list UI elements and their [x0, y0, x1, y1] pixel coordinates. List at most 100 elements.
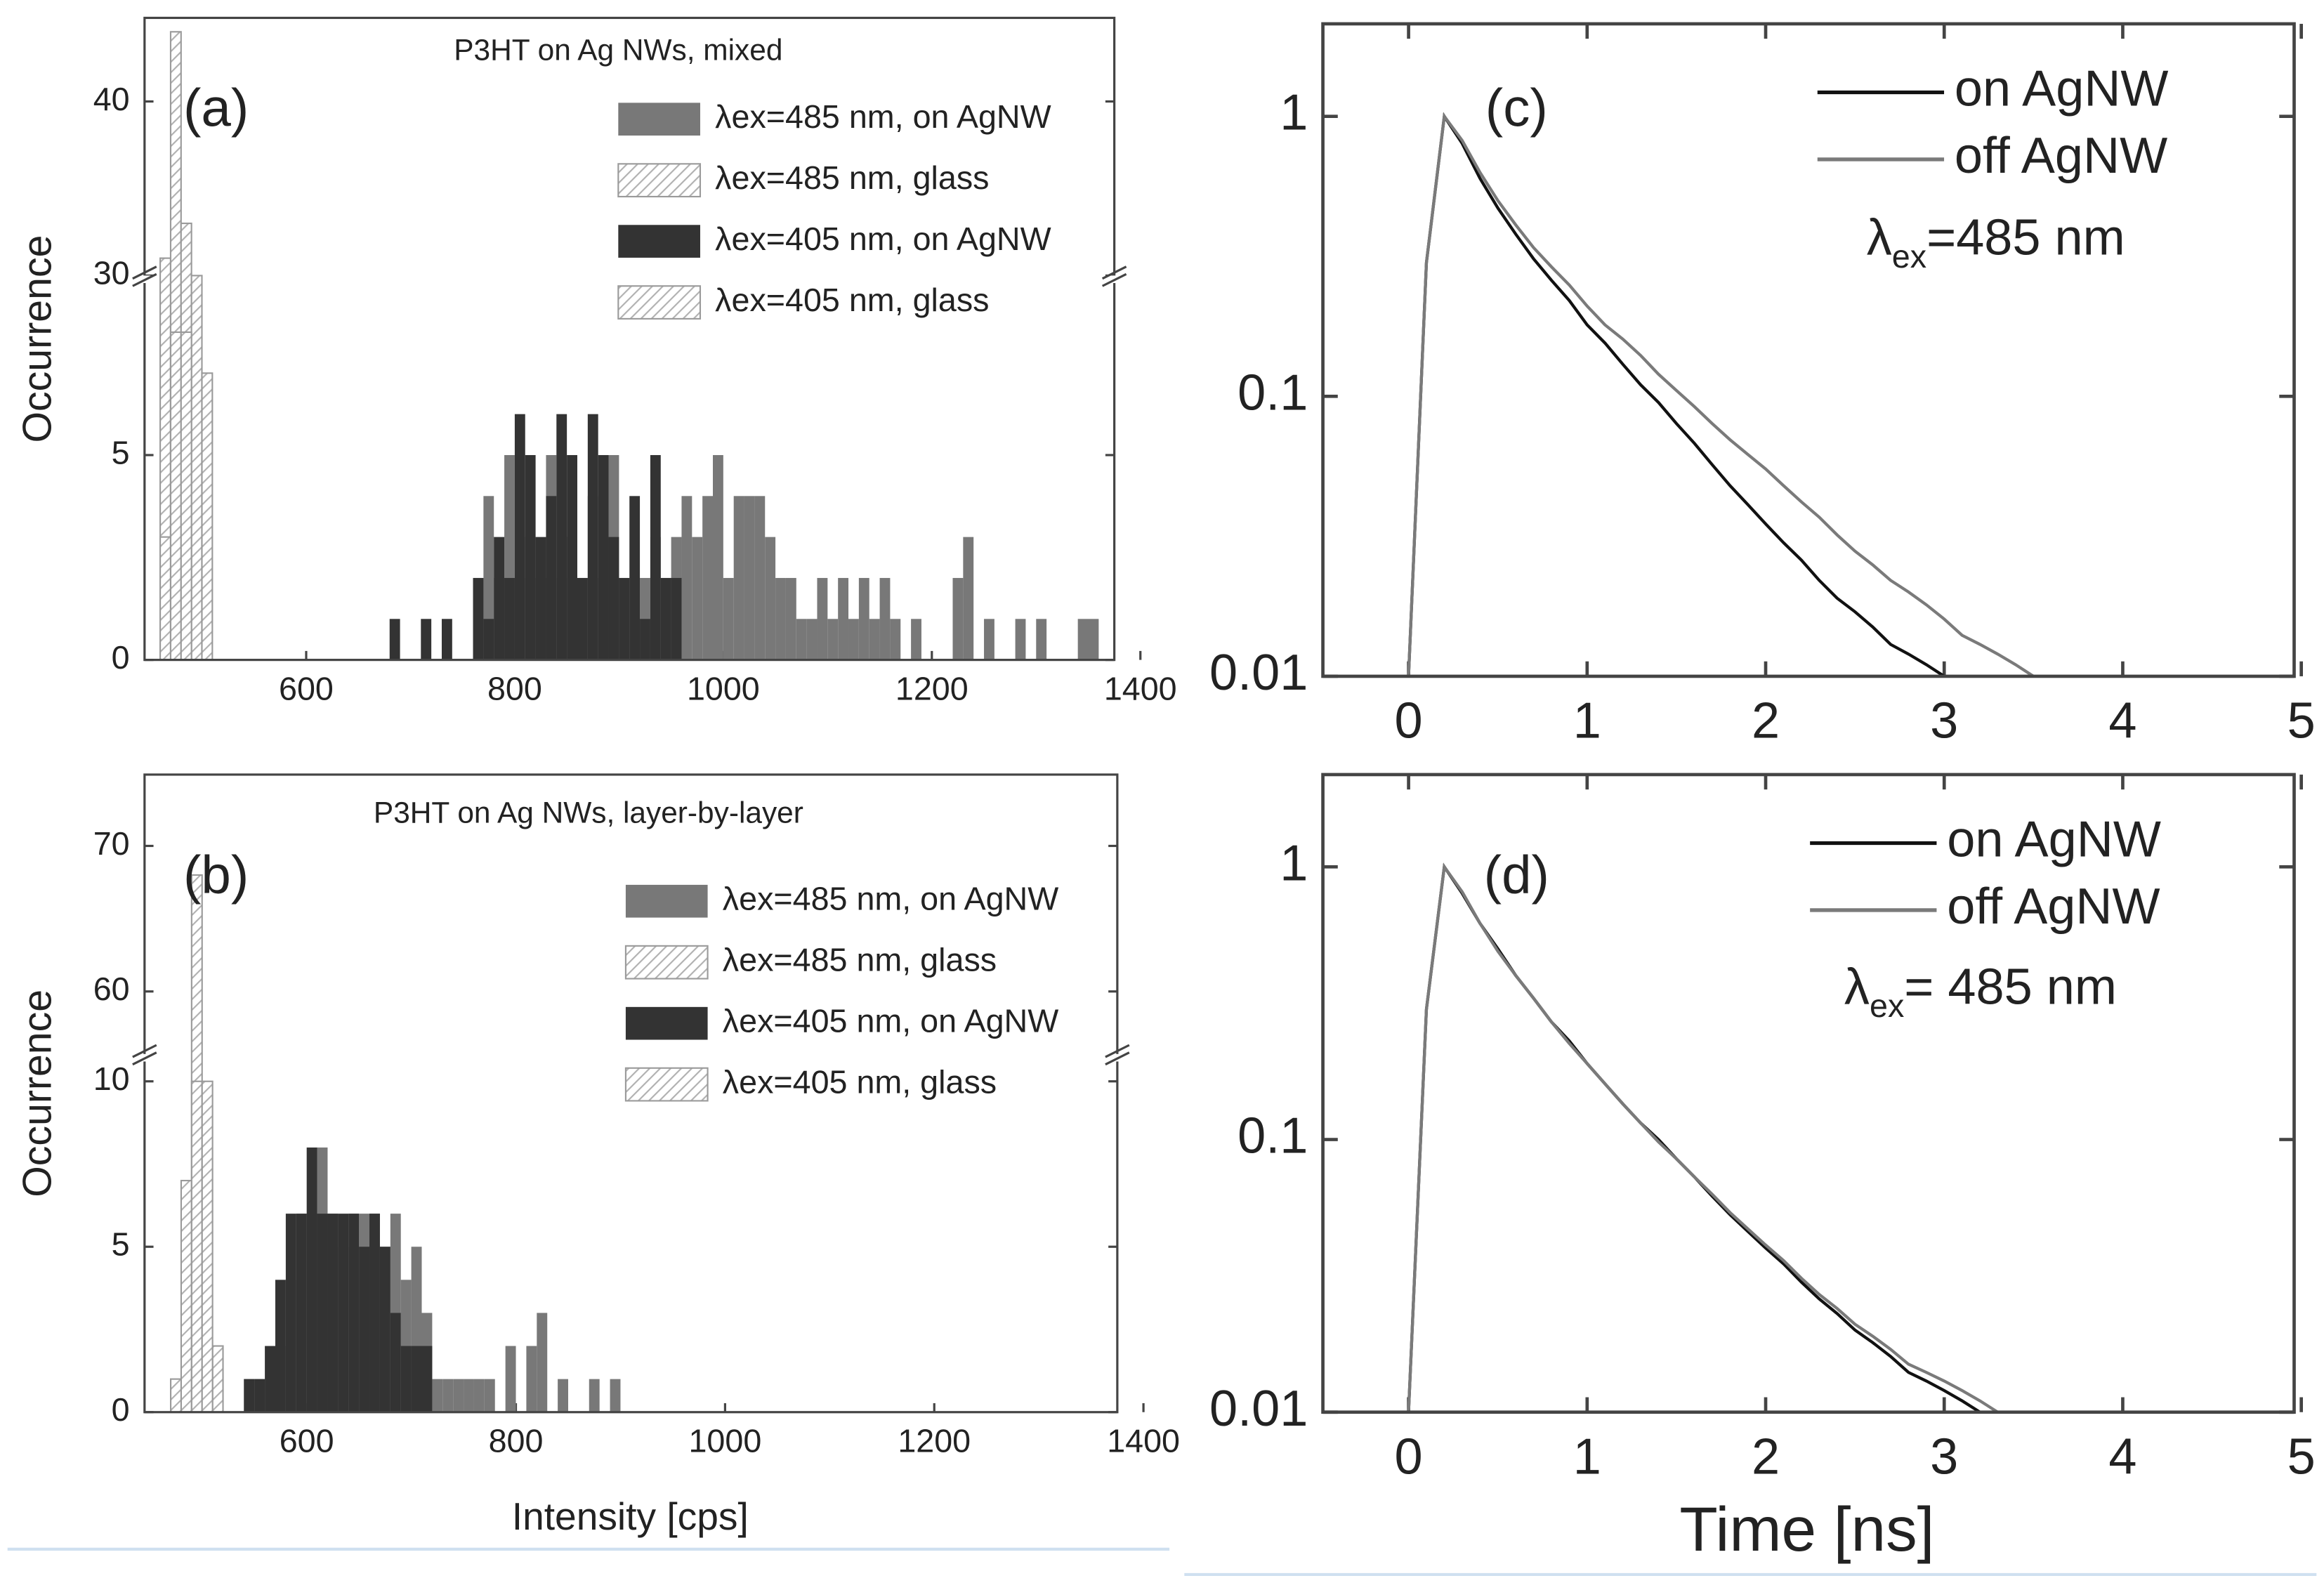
- x-tick-label: 2: [1752, 693, 1780, 749]
- axis-break: [132, 272, 157, 287]
- bar: [201, 1080, 214, 1413]
- decay-curve: [1407, 862, 1999, 1414]
- y-tick-label: 5: [112, 1226, 130, 1263]
- bar: [848, 619, 859, 660]
- bar: [558, 1379, 568, 1412]
- y-axis-label: Occurrence: [15, 235, 60, 443]
- bar: [796, 619, 807, 660]
- bar: [504, 577, 515, 660]
- bar: [296, 1214, 307, 1412]
- bar: [400, 1346, 412, 1412]
- x-axis-label: Intensity [cps]: [512, 1494, 749, 1538]
- legend-label: λex=485 nm, on AgNW: [723, 881, 1058, 917]
- y-tick-label: 0.01: [1209, 1381, 1308, 1437]
- x-tick-label: 600: [280, 1422, 334, 1459]
- legend-swatch: [625, 884, 708, 918]
- bar: [556, 414, 567, 660]
- panel-label: (c): [1485, 78, 1548, 138]
- legend-label: λex=485 nm, glass: [723, 942, 997, 978]
- bar: [535, 537, 546, 660]
- axis-break: [132, 265, 157, 280]
- bar: [537, 1313, 548, 1412]
- legend-label: on AgNW: [1947, 812, 2161, 868]
- legend-swatch: [624, 1067, 709, 1102]
- axis-break: [1105, 1044, 1130, 1058]
- bar: [869, 619, 880, 660]
- annotation: λex=485 nm: [1867, 210, 2125, 275]
- bar: [484, 1379, 495, 1412]
- bar: [744, 496, 755, 660]
- bar: [441, 619, 452, 660]
- bar: [306, 1147, 317, 1412]
- x-tick-label: 1000: [688, 1422, 761, 1459]
- bar: [159, 536, 172, 661]
- x-tick-label: 5: [2287, 1428, 2316, 1485]
- x-tick-label: 5: [2287, 693, 2316, 749]
- bar: [432, 1379, 443, 1412]
- bar: [317, 1214, 328, 1412]
- bar: [733, 496, 744, 660]
- plot-frame: [1321, 22, 2296, 678]
- bar: [1036, 619, 1047, 660]
- legend-label: λex=405 nm, on AgNW: [723, 1002, 1058, 1039]
- bar: [1088, 619, 1099, 660]
- bar: [505, 1346, 516, 1412]
- bar: [692, 537, 703, 660]
- bar: [598, 454, 609, 660]
- y-tick-label: 1: [1280, 85, 1308, 141]
- bar: [494, 537, 505, 660]
- annotation-symbol: λ: [1844, 959, 1870, 1016]
- axis-break: [132, 1051, 157, 1066]
- bar: [369, 1214, 380, 1412]
- legend-swatch: [618, 103, 700, 136]
- bar: [660, 577, 671, 660]
- bar: [879, 577, 891, 660]
- legend-label: λex=485 nm, glass: [715, 159, 989, 196]
- bar: [453, 1379, 464, 1412]
- bar: [526, 1346, 537, 1412]
- x-tick-label: 800: [487, 670, 542, 707]
- annotation-subscript: ex: [1870, 987, 1904, 1024]
- bar: [567, 454, 577, 660]
- x-tick-label: 600: [279, 670, 334, 707]
- bar: [817, 577, 828, 660]
- bar: [640, 619, 650, 660]
- axis-break: [132, 1044, 157, 1058]
- bar: [442, 1379, 454, 1412]
- legend-label: λex=485 nm, on AgNW: [715, 98, 1051, 135]
- legend-swatch: [625, 1006, 708, 1040]
- bar: [180, 331, 192, 661]
- legend-label: on AgNW: [1955, 61, 2169, 117]
- x-tick-label: 1: [1573, 1428, 1601, 1485]
- bar: [702, 496, 714, 660]
- bar: [180, 1179, 192, 1413]
- bar: [285, 1214, 296, 1412]
- y-tick-label: 5: [112, 434, 130, 471]
- bar: [359, 1247, 370, 1412]
- bar: [806, 619, 818, 660]
- decay-curve: [1407, 112, 2035, 678]
- legend-swatch: [617, 163, 702, 198]
- y-tick-label: 60: [93, 971, 130, 1007]
- x-tick-label: 1400: [1104, 670, 1177, 707]
- bar: [546, 496, 557, 660]
- plot-frame: [143, 16, 1116, 662]
- y-tick-label: 30: [93, 255, 130, 291]
- bar: [608, 537, 619, 660]
- bar: [1077, 619, 1089, 660]
- bar: [211, 1345, 224, 1413]
- x-tick-label: 0: [1395, 693, 1423, 749]
- x-tick-label: 3: [1930, 1428, 1958, 1485]
- bar: [421, 1346, 433, 1412]
- x-tick-label: 1: [1573, 693, 1601, 749]
- legend-swatch: [624, 945, 709, 980]
- bar: [473, 577, 484, 660]
- bar: [827, 619, 839, 660]
- plot-frame: [143, 773, 1119, 1414]
- y-tick-label: 10: [93, 1060, 130, 1097]
- decay-curve: [1407, 112, 1945, 678]
- plot-frame: [1321, 773, 2296, 1414]
- bar: [170, 1378, 183, 1413]
